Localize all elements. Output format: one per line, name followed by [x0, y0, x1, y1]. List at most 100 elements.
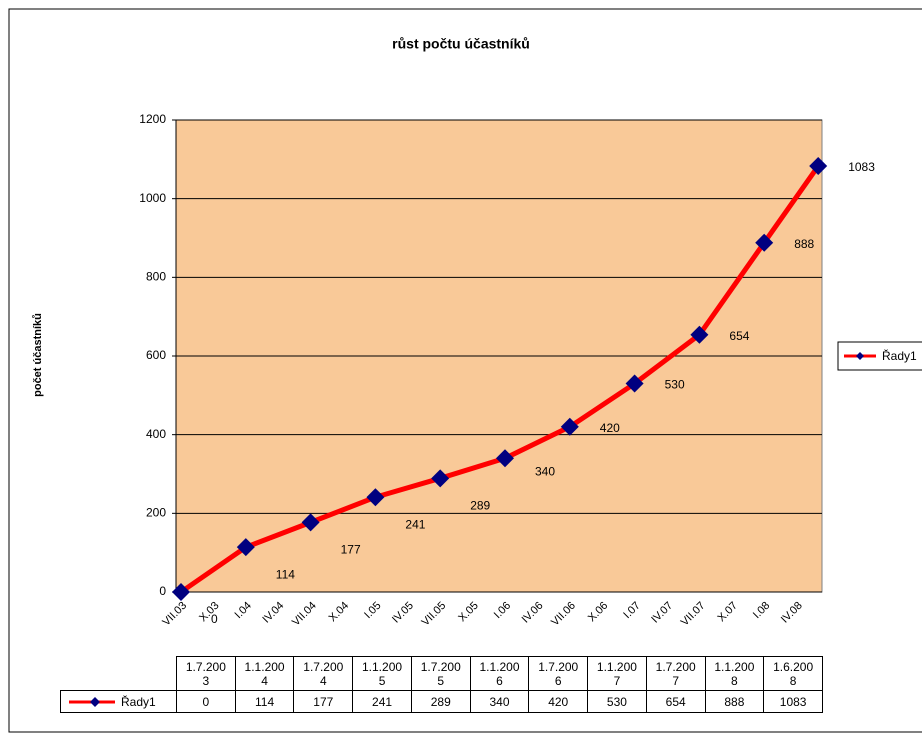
table-value: 654 [645, 690, 706, 713]
x-tick-label: VII.06 [549, 600, 578, 629]
table-value-text: 340 [489, 694, 510, 709]
table-value: 177 [293, 690, 354, 713]
chart-border [8, 8, 922, 733]
y-tick-label: 800 [146, 270, 166, 284]
table-date-text: 1.7.2003 [185, 659, 226, 688]
table-value-text: 114 [255, 694, 275, 709]
y-tick-label: 200 [146, 506, 166, 520]
x-tick-label: VII.04 [290, 600, 319, 629]
data-label: 114 [276, 567, 295, 581]
data-label: 177 [341, 543, 361, 557]
table-date: 1.7.2004 [293, 656, 354, 691]
x-tick-label: X.03 [197, 600, 221, 624]
table-value-text: 1083 [779, 694, 807, 709]
table-date-text: 1.1.2004 [244, 659, 285, 688]
table-series-name: Řady1 [121, 694, 156, 709]
table-date: 1.1.2005 [352, 656, 412, 691]
table-value-text: 241 [372, 694, 393, 709]
table-value: 1083 [763, 690, 823, 713]
x-tick-label: VII.03 [160, 600, 189, 629]
table-date: 1.7.2007 [645, 656, 706, 691]
y-tick-label: 400 [146, 427, 166, 441]
legend: Řady1 [837, 341, 922, 371]
data-label: 289 [470, 498, 490, 512]
y-tick-label: 1000 [139, 191, 166, 205]
x-tick-label: I.08 [751, 600, 772, 621]
x-tick-label: IV.07 [649, 600, 675, 626]
table-value-text: 420 [548, 694, 569, 709]
data-label: 241 [405, 517, 425, 531]
table-date-text: 1.7.2004 [303, 659, 344, 688]
marker [625, 374, 644, 393]
marker [690, 325, 709, 344]
legend-label: Řady1 [882, 348, 917, 363]
table-date: 1.1.2008 [704, 656, 765, 691]
x-tick-label: IV.05 [390, 600, 416, 626]
marker [366, 488, 385, 507]
table-date: 1.1.2006 [469, 656, 530, 691]
y-axis-title: počet účastníků [32, 313, 44, 397]
marker [496, 449, 514, 468]
chart-title: růst počtu účastníků [392, 36, 530, 52]
table-date-text: 1.7.2006 [538, 659, 579, 688]
table-value: 0 [176, 690, 236, 713]
table-series: Řady1 [60, 690, 177, 713]
y-tick-label: 0 [159, 584, 166, 598]
x-tick-label: X.06 [586, 600, 610, 624]
table-date: 1.1.2004 [234, 656, 295, 691]
table-value: 340 [469, 690, 530, 713]
table-value: 420 [528, 690, 589, 713]
x-tick-label: IV.08 [779, 600, 805, 626]
table-date: 1.6.2008 [763, 656, 823, 691]
table-date: 1.1.2007 [587, 656, 647, 691]
table-date-text: 1.7.2007 [655, 659, 696, 688]
data-label: 0 [211, 612, 218, 626]
table-key-marker [90, 696, 100, 707]
x-tick-label: I.04 [233, 600, 254, 621]
table-value: 241 [352, 690, 412, 713]
table-date: 1.7.2006 [528, 656, 589, 691]
table-date-text: 1.1.2005 [362, 659, 403, 688]
table-value: 888 [704, 690, 765, 713]
table-date-text: 1.1.2008 [714, 659, 755, 688]
marker [301, 513, 320, 532]
x-tick-label: VII.07 [679, 600, 708, 629]
x-tick-label: I.07 [621, 600, 642, 621]
marker [431, 469, 450, 488]
table-key [69, 696, 115, 707]
data-label: 340 [535, 464, 555, 478]
data-label: 888 [794, 237, 814, 251]
x-tick-label: VII.05 [420, 600, 449, 629]
table-value: 530 [587, 690, 647, 713]
table-value-text: 289 [430, 694, 451, 709]
x-tick-label: I.06 [492, 600, 513, 621]
data-label: 654 [729, 329, 749, 343]
x-tick-label: X.04 [327, 600, 351, 624]
data-label: 420 [600, 421, 620, 435]
marker [755, 233, 774, 252]
table-value-text: 888 [724, 694, 745, 709]
table-date-text: 1.6.2008 [773, 659, 814, 688]
x-tick-label: IV.06 [520, 600, 546, 626]
table-value-text: 177 [313, 694, 334, 709]
table-value-text: 530 [606, 694, 627, 709]
marker [809, 157, 828, 176]
table-value-text: 654 [665, 694, 686, 709]
data-label: 530 [665, 378, 685, 392]
marker [172, 583, 190, 601]
table-value: 289 [410, 690, 471, 713]
data-label: 1083 [848, 160, 875, 174]
table-date: 1.7.2003 [176, 656, 236, 691]
table-date-text: 1.1.2006 [479, 659, 520, 688]
x-tick-label: X.07 [715, 600, 739, 624]
y-tick-label: 600 [146, 348, 166, 362]
y-tick-label: 1200 [139, 112, 166, 126]
table-date-text: 1.7.2005 [420, 659, 461, 688]
table-value: 114 [234, 690, 295, 713]
marker [236, 538, 255, 557]
x-tick-label: IV.04 [260, 600, 286, 626]
table-value-text: 0 [202, 694, 210, 709]
marker [560, 417, 579, 436]
